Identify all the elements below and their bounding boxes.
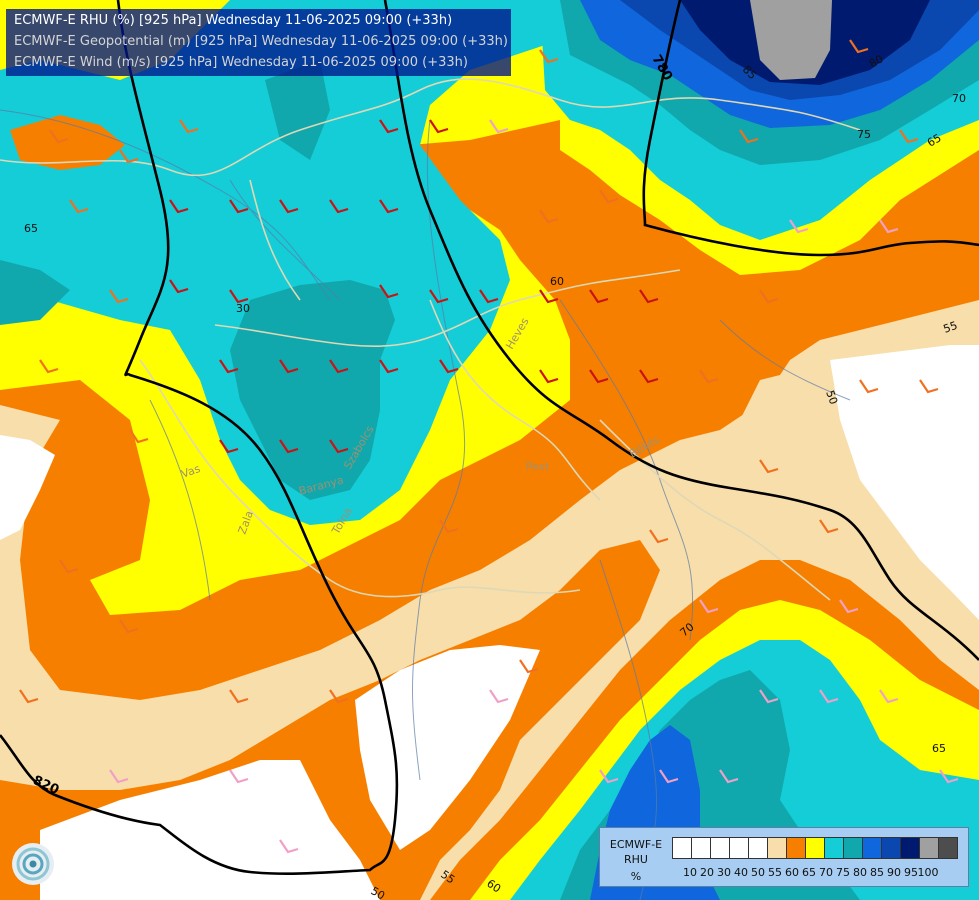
legend-tick-label: 50 bbox=[751, 866, 765, 879]
legend-tick-label: 20 bbox=[700, 866, 714, 879]
isohypse-780-west bbox=[0, 0, 399, 875]
rh-band-95-northeast bbox=[750, 0, 832, 80]
map-title-box: ECMWF-E RHU (%) [925 hPa] Wednesday 11-0… bbox=[6, 9, 511, 76]
legend-variable: RHU bbox=[624, 853, 648, 866]
rh-band-75-center bbox=[230, 280, 395, 500]
legend-tick-label: 65 bbox=[802, 866, 816, 879]
legend-tick-label: 75 bbox=[836, 866, 850, 879]
wind-barbs bbox=[19, 39, 959, 854]
legend-swatch bbox=[881, 837, 901, 859]
place-label: Vas bbox=[180, 462, 203, 481]
legend-tick-label: 95 bbox=[904, 866, 918, 879]
rhu-contour-label: 30 bbox=[236, 302, 250, 315]
legend-swatch bbox=[767, 837, 787, 859]
legend-swatch bbox=[805, 837, 825, 859]
legend-swatch bbox=[938, 837, 958, 859]
rhu-contour-label: 55 bbox=[942, 319, 960, 336]
geopotential-contours bbox=[0, 0, 979, 875]
swirl-icon bbox=[16, 847, 50, 881]
rh-band-below55-south bbox=[40, 760, 380, 900]
rhu-contour-label: 50 bbox=[823, 389, 840, 407]
rh-band-55-east-patch bbox=[740, 360, 930, 610]
legend-tick-label: 80 bbox=[853, 866, 867, 879]
legend-tick-label: 30 bbox=[717, 866, 731, 879]
legend-swatch bbox=[710, 837, 730, 859]
legend-swatch bbox=[672, 837, 692, 859]
rh-band-60-nw-patch bbox=[10, 115, 125, 170]
rivers bbox=[0, 109, 851, 900]
rhu-contour-label: 65 bbox=[24, 222, 38, 235]
legend-tick-label: 60 bbox=[785, 866, 799, 879]
ecmwf-logo-icon bbox=[12, 843, 54, 885]
legend-swatch bbox=[919, 837, 939, 859]
rh-band-below55-west bbox=[0, 435, 55, 540]
rh-band-75-west bbox=[0, 260, 70, 325]
rhu-contour-label: 80 bbox=[867, 52, 886, 70]
legend-tick-label: 55 bbox=[768, 866, 782, 879]
legend-tick-label: 40 bbox=[734, 866, 748, 879]
rhu-contour-label: 65 bbox=[925, 131, 944, 149]
place-label: Pest bbox=[526, 460, 550, 473]
legend-unit: % bbox=[630, 870, 642, 883]
rh-band-below55-east bbox=[825, 345, 979, 620]
title-wind: ECMWF-E Wind (m/s) [925 hPa] Wednesday 1… bbox=[14, 55, 468, 70]
rhu-contour-label: 75 bbox=[857, 128, 871, 141]
rh-band-75-north bbox=[265, 60, 330, 160]
legend-tick-label: 10 bbox=[683, 866, 697, 879]
rhu-contour-label: 70 bbox=[952, 92, 966, 105]
legend-tick-label: 100 bbox=[917, 866, 939, 879]
borders bbox=[0, 78, 861, 601]
legend-tick-label: 90 bbox=[887, 866, 901, 879]
rh-band-70-northwest bbox=[0, 0, 560, 525]
rhu-contour-label: 65 bbox=[932, 742, 946, 755]
legend-swatches bbox=[672, 837, 958, 859]
isohypse-780-center bbox=[383, 0, 979, 661]
legend-swatch bbox=[786, 837, 806, 859]
rhu-legend: ECMWF-E RHU % 10 20 30 40 50 55 60 65 70 75 80 85 90… bbox=[599, 827, 969, 887]
legend-swatch bbox=[824, 837, 844, 859]
isohypse-780-east bbox=[642, 0, 979, 257]
legend-swatch bbox=[748, 837, 768, 859]
rhu-contour-label: 50 bbox=[369, 884, 388, 900]
legend-ticks: 10 20 30 40 50 55 60 65 70 75 80 85 90 95 100 bbox=[672, 866, 972, 880]
legend-swatch bbox=[862, 837, 882, 859]
legend-tick-label: 70 bbox=[819, 866, 833, 879]
legend-tick-label: 85 bbox=[870, 866, 884, 879]
title-rhu: ECMWF-E RHU (%) [925 hPa] Wednesday 11-0… bbox=[14, 13, 453, 28]
title-geopotential: ECMWF-E Geopotential (m) [925 hPa] Wedne… bbox=[14, 34, 508, 49]
legend-swatch bbox=[691, 837, 711, 859]
legend-swatch bbox=[729, 837, 749, 859]
legend-swatch bbox=[843, 837, 863, 859]
legend-model: ECMWF-E bbox=[609, 838, 663, 851]
rhu-contour-label: 60 bbox=[550, 275, 564, 288]
legend-swatch bbox=[900, 837, 920, 859]
